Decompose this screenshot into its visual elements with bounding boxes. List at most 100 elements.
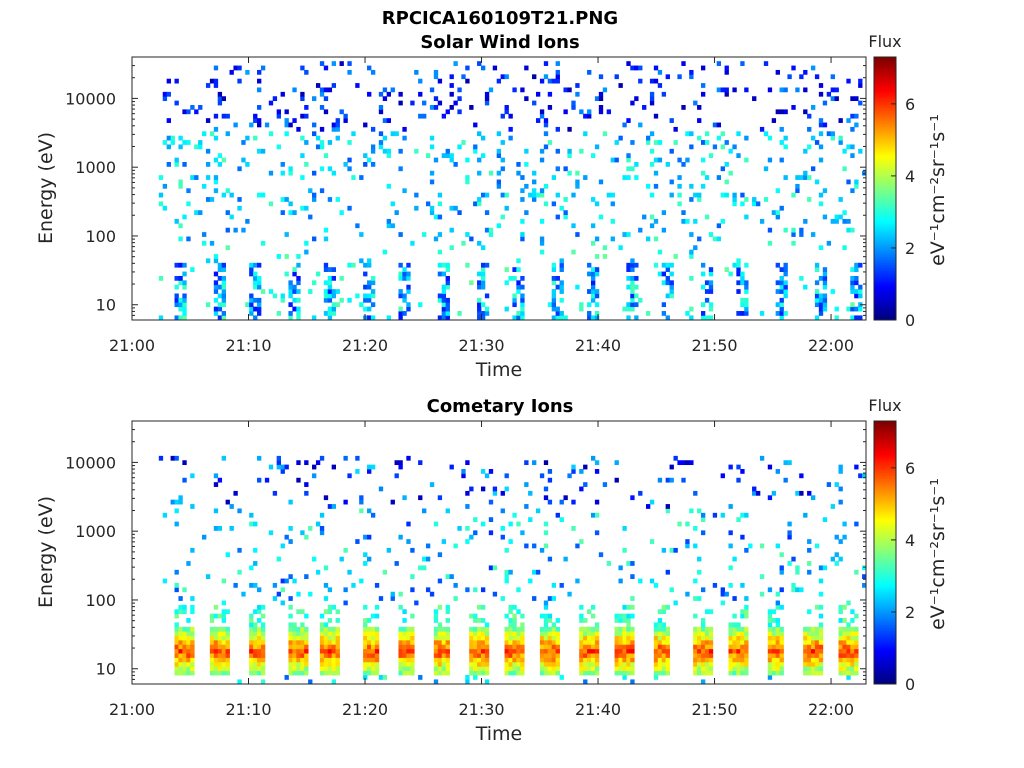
heatmap-cell bbox=[681, 477, 686, 483]
heatmap-cell bbox=[767, 157, 773, 163]
heatmap-cell bbox=[693, 613, 698, 619]
heatmap-cell bbox=[811, 626, 816, 632]
heatmap-cell bbox=[323, 653, 329, 658]
heatmap-cell bbox=[284, 464, 289, 470]
heatmap-cell bbox=[744, 657, 749, 663]
heatmap-cell bbox=[370, 144, 376, 150]
heatmap-cell bbox=[343, 113, 348, 119]
heatmap-cell bbox=[394, 460, 399, 466]
heatmap-cell bbox=[587, 311, 592, 316]
heatmap-cell bbox=[312, 197, 317, 202]
colorbar-tick-label: 4 bbox=[905, 531, 915, 550]
heatmap-cell bbox=[516, 280, 521, 286]
colorbar-swatch bbox=[874, 583, 896, 586]
heatmap-cell bbox=[842, 210, 847, 215]
heatmap-cell bbox=[551, 262, 557, 268]
heatmap-cell bbox=[771, 648, 777, 654]
heatmap-cell bbox=[775, 469, 780, 474]
heatmap-cell bbox=[740, 534, 745, 540]
heatmap-cell bbox=[198, 144, 203, 150]
heatmap-cell bbox=[587, 302, 592, 308]
colorbar-swatch bbox=[874, 157, 896, 161]
heatmap-cell bbox=[818, 157, 824, 163]
heatmap-cell bbox=[814, 315, 820, 321]
heatmap-cell bbox=[649, 148, 655, 154]
heatmap-cell bbox=[657, 648, 663, 654]
heatmap-cell bbox=[732, 144, 737, 150]
heatmap-cell bbox=[382, 249, 388, 255]
heatmap-cell bbox=[606, 192, 612, 198]
heatmap-cell bbox=[174, 609, 179, 615]
heatmap-cell bbox=[579, 657, 584, 663]
heatmap-cell bbox=[822, 302, 828, 308]
colorbar-swatch bbox=[874, 182, 896, 185]
colorbar-swatch bbox=[874, 484, 896, 488]
heatmap-cell bbox=[213, 661, 219, 667]
heatmap-cell bbox=[300, 653, 305, 658]
heatmap-cell bbox=[516, 587, 521, 593]
heatmap-cell bbox=[803, 653, 808, 658]
heatmap-cell bbox=[367, 631, 372, 636]
colorbar-swatch bbox=[874, 681, 896, 685]
panel-cometary-ions: Cometary Ions 21:00 21:10 21:20 21:30 21:40 2… bbox=[35, 396, 949, 745]
heatmap-cell bbox=[190, 657, 195, 663]
colorbar-swatch bbox=[874, 540, 896, 543]
colorbar-swatch bbox=[874, 130, 896, 134]
heatmap-cell bbox=[178, 666, 183, 672]
heatmap-cell bbox=[437, 495, 443, 501]
heatmap-cell bbox=[457, 526, 462, 531]
heatmap-cell bbox=[555, 639, 560, 645]
colorbar-swatch bbox=[874, 133, 896, 136]
heatmap-cell bbox=[249, 293, 254, 299]
heatmap-cell bbox=[661, 622, 667, 628]
heatmap-cell bbox=[736, 670, 741, 676]
heatmap-cell bbox=[818, 122, 824, 128]
heatmap-cell bbox=[445, 315, 450, 321]
heatmap-cell bbox=[814, 604, 820, 610]
heatmap-cell bbox=[331, 604, 336, 610]
heatmap-cell bbox=[744, 262, 749, 268]
heatmap-cell bbox=[559, 582, 564, 588]
heatmap-cell bbox=[398, 289, 403, 294]
heatmap-cell bbox=[331, 666, 336, 672]
heatmap-cell bbox=[331, 302, 336, 308]
heatmap-cell bbox=[363, 666, 368, 672]
heatmap-cell bbox=[249, 271, 254, 277]
heatmap-cell bbox=[677, 157, 682, 163]
heatmap-cell bbox=[363, 297, 368, 303]
heatmap-cell bbox=[186, 661, 191, 667]
heatmap-cell bbox=[543, 661, 549, 667]
heatmap-cell bbox=[260, 604, 266, 610]
heatmap-cell bbox=[614, 653, 619, 658]
heatmap-cell bbox=[740, 657, 745, 663]
heatmap-cell bbox=[551, 297, 557, 303]
heatmap-cell bbox=[630, 258, 635, 264]
colorbar-swatch bbox=[874, 628, 896, 632]
heatmap-cell bbox=[767, 648, 773, 654]
heatmap-cell bbox=[732, 556, 737, 562]
heatmap-cell bbox=[190, 596, 195, 601]
heatmap-cell bbox=[850, 648, 855, 654]
heatmap-cell bbox=[524, 543, 529, 549]
heatmap-cell bbox=[410, 666, 415, 672]
heatmap-cell bbox=[363, 262, 368, 268]
heatmap-cell bbox=[327, 311, 333, 316]
heatmap-cell bbox=[520, 175, 525, 180]
heatmap-cell bbox=[308, 289, 313, 294]
heatmap-cell bbox=[555, 635, 560, 641]
heatmap-cell bbox=[779, 631, 784, 636]
heatmap-cell bbox=[779, 670, 784, 676]
heatmap-cell bbox=[457, 87, 462, 93]
heatmap-cell bbox=[422, 100, 427, 106]
heatmap-cell bbox=[221, 661, 226, 667]
heatmap-cell bbox=[257, 639, 262, 645]
heatmap-cell bbox=[351, 582, 356, 588]
heatmap-cell bbox=[575, 232, 580, 237]
heatmap-cell bbox=[355, 83, 360, 88]
heatmap-cell bbox=[630, 613, 635, 619]
heatmap-cell bbox=[445, 618, 450, 623]
heatmap-cell bbox=[182, 639, 187, 645]
heatmap-cell bbox=[630, 639, 635, 645]
colorbar-swatch bbox=[874, 143, 896, 146]
heatmap-cell bbox=[500, 113, 505, 119]
